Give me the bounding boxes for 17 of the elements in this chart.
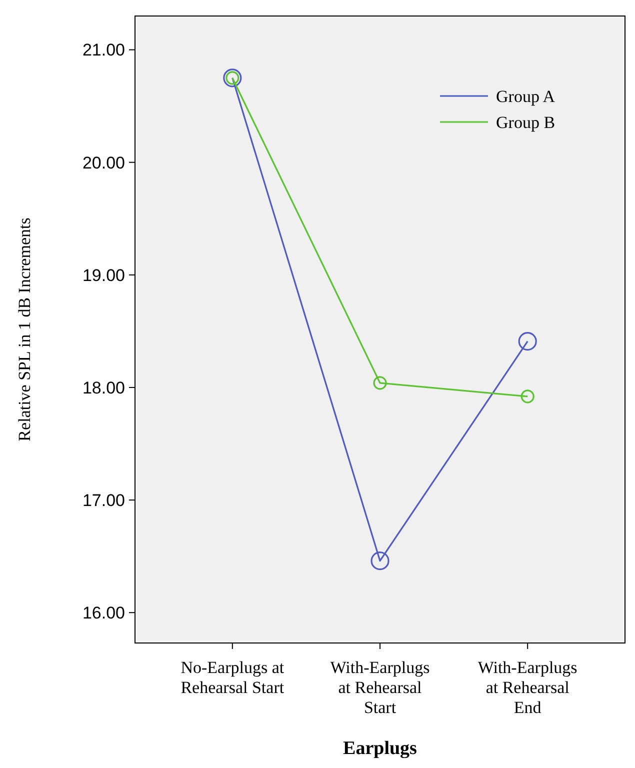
x-tick-label: With-Earplugs at Rehearsal Start	[330, 658, 430, 717]
y-tick-label: 16.00	[82, 604, 125, 623]
point	[520, 390, 534, 404]
x-tick-label: No-Earplugs at Rehearsal Start	[180, 658, 284, 697]
y-tick-label: 17.00	[82, 490, 125, 510]
legend-label: Group A	[496, 86, 556, 106]
x-axis-title: Earplugs	[343, 738, 417, 759]
x-tick-label: With-Earplugs at Rehearsal End	[478, 658, 578, 717]
y-axis-title: Relative SPL in 1 dB Increments	[15, 218, 34, 442]
y-tick-label: 21.00	[82, 40, 125, 60]
point	[518, 332, 537, 351]
point	[370, 552, 390, 570]
y-tick-label: 18.00	[82, 378, 125, 398]
y-tick-label: 19.00	[82, 266, 125, 285]
point	[373, 376, 387, 390]
y-tick-label: 20.00	[82, 153, 125, 172]
legend-label: Group B	[496, 112, 556, 132]
